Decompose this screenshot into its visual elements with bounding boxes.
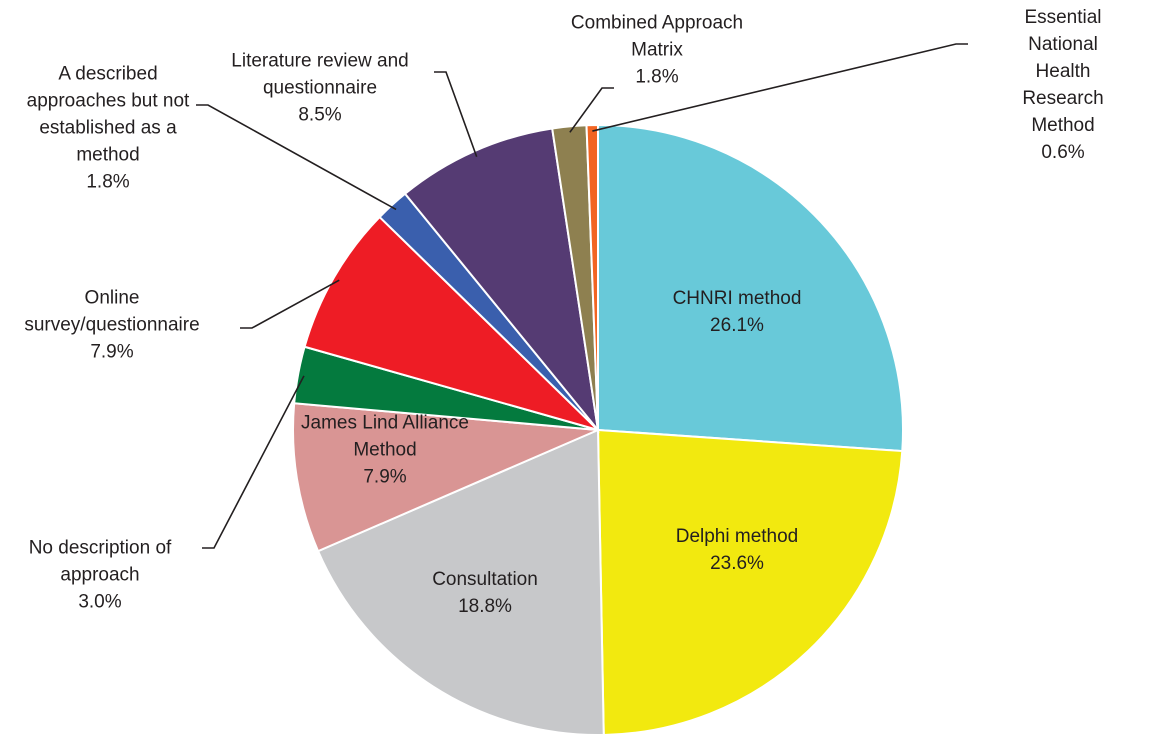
leader-line bbox=[569, 87, 614, 133]
pie-slice bbox=[596, 428, 904, 736]
slice-label: Combined Approach Matrix 1.8% bbox=[571, 10, 743, 91]
leader-line bbox=[592, 43, 968, 132]
label-line: Delphi method bbox=[675, 526, 799, 547]
label-line: 7.9% bbox=[90, 341, 134, 363]
leader-line bbox=[240, 279, 340, 329]
pie-slice bbox=[597, 123, 904, 453]
pie-slice bbox=[303, 215, 599, 431]
leader-line bbox=[196, 104, 397, 211]
label-line: 7.9% bbox=[363, 466, 407, 488]
label-line: Online survey/questionnaire bbox=[24, 287, 200, 336]
label-line: Consultation bbox=[432, 569, 538, 590]
slice-label: James Lind Alliance Method 7.9% bbox=[301, 410, 469, 491]
label-line: 0.6% bbox=[1041, 142, 1085, 163]
slice-label: Literature review and questionnaire 8.5% bbox=[231, 48, 408, 129]
label-line: 26.1% bbox=[710, 315, 764, 336]
label-line: A described approaches but not establish… bbox=[26, 63, 190, 166]
label-line: 8.5% bbox=[298, 104, 342, 126]
slice-label: Consultation 18.8% bbox=[432, 566, 538, 620]
pie-slice bbox=[316, 428, 605, 736]
leader-line bbox=[434, 71, 478, 157]
label-line: Literature review and questionnaire bbox=[231, 50, 409, 99]
slice-label: A described approaches but not establish… bbox=[27, 61, 190, 196]
label-line: Essential National Health Research Metho… bbox=[1022, 7, 1104, 136]
slice-label: Essential National Health Research Metho… bbox=[1015, 4, 1111, 166]
pie-slice bbox=[292, 402, 599, 553]
slice-label: Delphi method 23.6% bbox=[676, 523, 799, 577]
label-line: CHNRI method bbox=[672, 288, 802, 309]
leader-line bbox=[202, 375, 305, 549]
label-line: 18.8% bbox=[458, 596, 512, 617]
slice-label: No description of approach 3.0% bbox=[29, 535, 172, 616]
label-line: 1.8% bbox=[86, 171, 130, 193]
slice-label: Online survey/questionnaire 7.9% bbox=[24, 285, 199, 366]
label-line: Combined Approach Matrix bbox=[570, 12, 744, 61]
pie-slice bbox=[585, 123, 599, 431]
label-line: 3.0% bbox=[78, 591, 122, 613]
label-line: 23.6% bbox=[710, 553, 764, 574]
label-line: James Lind Alliance Method bbox=[301, 412, 469, 461]
label-line: No description of approach bbox=[28, 537, 172, 586]
label-line: 1.8% bbox=[635, 66, 679, 88]
slice-label: CHNRI method 26.1% bbox=[673, 285, 802, 339]
